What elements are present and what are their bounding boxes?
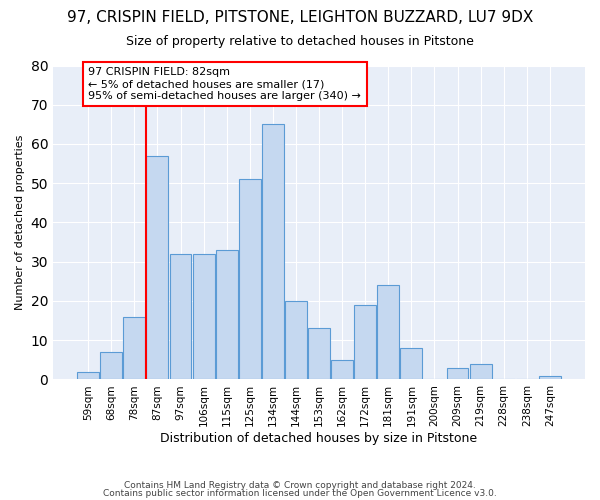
Bar [170,254,191,380]
Bar [539,376,561,380]
Bar [77,372,99,380]
Text: Contains public sector information licensed under the Open Government Licence v3: Contains public sector information licen… [103,488,497,498]
Text: Contains HM Land Registry data © Crown copyright and database right 2024.: Contains HM Land Registry data © Crown c… [124,481,476,490]
Bar [377,286,399,380]
X-axis label: Distribution of detached houses by size in Pitstone: Distribution of detached houses by size … [160,432,478,445]
Text: 97 CRISPIN FIELD: 82sqm
← 5% of detached houses are smaller (17)
95% of semi-det: 97 CRISPIN FIELD: 82sqm ← 5% of detached… [88,68,361,100]
Text: 97, CRISPIN FIELD, PITSTONE, LEIGHTON BUZZARD, LU7 9DX: 97, CRISPIN FIELD, PITSTONE, LEIGHTON BU… [67,10,533,25]
Bar [216,250,238,380]
Bar [239,180,261,380]
Y-axis label: Number of detached properties: Number of detached properties [15,135,25,310]
Bar [124,316,145,380]
Bar [354,305,376,380]
Bar [285,301,307,380]
Bar [262,124,284,380]
Text: Size of property relative to detached houses in Pitstone: Size of property relative to detached ho… [126,35,474,48]
Bar [146,156,169,380]
Bar [193,254,215,380]
Bar [100,352,122,380]
Bar [331,360,353,380]
Bar [470,364,491,380]
Bar [400,348,422,380]
Bar [308,328,330,380]
Bar [446,368,469,380]
